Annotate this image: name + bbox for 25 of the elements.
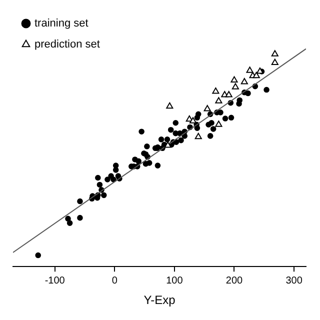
- point: [240, 78, 248, 84]
- point: [194, 132, 202, 140]
- point: [204, 104, 211, 112]
- point: [166, 102, 174, 109]
- point: [256, 67, 264, 74]
- point: [232, 83, 239, 90]
- point: [271, 58, 278, 66]
- x-tick-label: -100: [44, 275, 66, 286]
- legend-label: prediction set: [34, 38, 100, 51]
- x-tick-label: 300: [286, 275, 303, 286]
- x-tick-label: 200: [226, 275, 244, 286]
- x-axis-title: Y-Exp: [144, 293, 176, 308]
- x-tick-label: 0: [112, 275, 118, 286]
- point: [215, 120, 222, 127]
- point: [225, 91, 232, 98]
- point: [212, 88, 220, 94]
- point: [246, 66, 254, 73]
- point: [252, 72, 260, 78]
- legend-label: training set: [34, 18, 88, 30]
- point: [271, 50, 278, 56]
- point: [189, 117, 197, 124]
- x-tick-label: 100: [166, 275, 184, 286]
- point: [215, 97, 222, 104]
- point: [164, 142, 172, 148]
- point: [230, 76, 238, 82]
